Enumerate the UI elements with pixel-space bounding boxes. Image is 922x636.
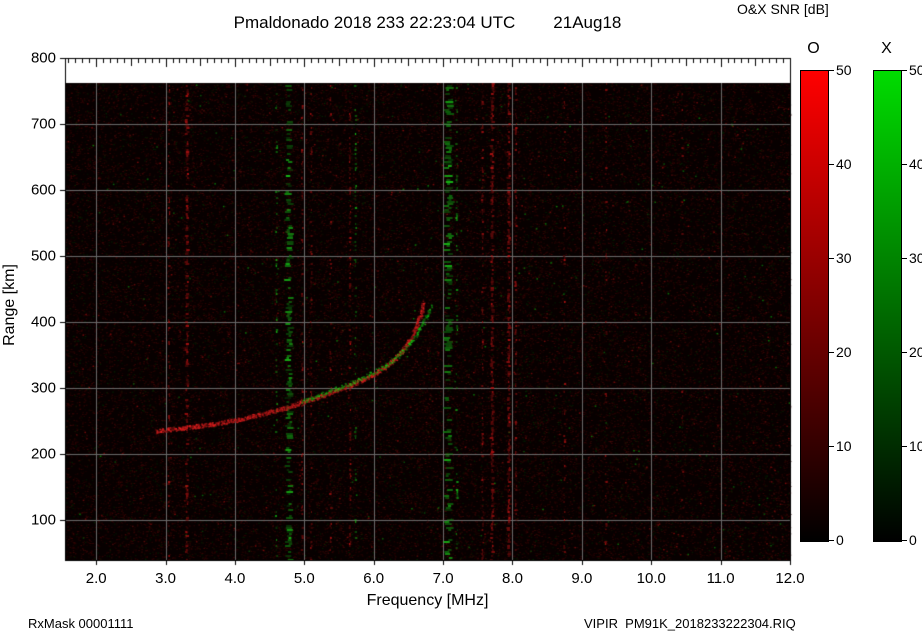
filename-label: VIPIR PM91K_2018233222304.RIQ [584, 616, 796, 631]
colorbar-tick-label: 20 [909, 344, 922, 360]
colorbar-tick [902, 446, 907, 447]
colorbar-tick-label: 0 [836, 532, 844, 548]
colorbar-tick [902, 70, 907, 71]
colorbar-tick [902, 164, 907, 165]
y-tick-label: 300 [30, 379, 56, 397]
colorbar-mode-label-x: X [881, 40, 892, 57]
colorbar-tick [902, 258, 907, 259]
y-tick-label: 400 [30, 313, 56, 331]
colorbar-tick-label: 50 [909, 62, 922, 78]
x-tick-label: 12.0 [775, 570, 805, 587]
x-tick-label: 7.0 [432, 570, 454, 587]
colorbar-tick-label: 50 [836, 62, 852, 78]
y-tick-label: 700 [30, 115, 56, 133]
x-tick-label: 5.0 [293, 570, 315, 587]
y-tick-label: 500 [30, 247, 56, 265]
y-axis-label: Range [km] [1, 264, 18, 346]
colorbar-tick-label: 40 [836, 156, 852, 172]
colorbar-tick-label: 40 [909, 156, 922, 172]
plot-title: Pmaldonado 2018 233 22:23:04 UTC [233, 13, 516, 32]
x-tick-label: 3.0 [155, 570, 177, 587]
colorbar-tick-label: 0 [909, 532, 917, 548]
y-tick-label: 800 [30, 49, 56, 67]
colorbar-tick [829, 70, 834, 71]
colorbar-x [873, 70, 902, 542]
x-tick-label: 10.0 [636, 570, 666, 587]
colorbar-tick-label: 10 [836, 438, 852, 454]
y-tick-label: 600 [30, 181, 56, 199]
colorbar-tick [829, 164, 834, 165]
y-tick-label: 200 [30, 445, 56, 463]
colorbar-title: O&X SNR [dB] [737, 1, 829, 17]
x-tick-label: 11.0 [706, 570, 735, 587]
colorbar-tick [829, 446, 834, 447]
colorbar-tick-label: 30 [909, 250, 922, 266]
x-tick-label: 2.0 [85, 570, 107, 587]
colorbar-tick [829, 540, 834, 541]
x-axis-label: Frequency [MHz] [366, 592, 489, 609]
colorbar-tick-label: 20 [836, 344, 852, 360]
colorbar-tick-label: 30 [836, 250, 852, 266]
x-tick-label: 4.0 [224, 570, 246, 587]
plot-date: 21Aug18 [553, 13, 622, 32]
plot-title-row: Pmaldonado 2018 233 22:23:04 UTC 21Aug18 [65, 13, 790, 33]
colorbar-tick [902, 540, 907, 541]
colorbar-tick [829, 258, 834, 259]
colorbar-o [800, 70, 829, 542]
colorbar-mode-label-o: O [807, 40, 820, 57]
colorbar-tick [902, 352, 907, 353]
rxmask-label: RxMask 00001111 [28, 616, 134, 631]
x-tick-label: 6.0 [363, 570, 385, 587]
x-tick-label: 9.0 [571, 570, 593, 587]
colorbar-tick-label: 10 [909, 438, 922, 454]
colorbar-tick [829, 352, 834, 353]
y-tick-label: 100 [30, 511, 56, 529]
x-tick-label: 8.0 [502, 570, 523, 587]
